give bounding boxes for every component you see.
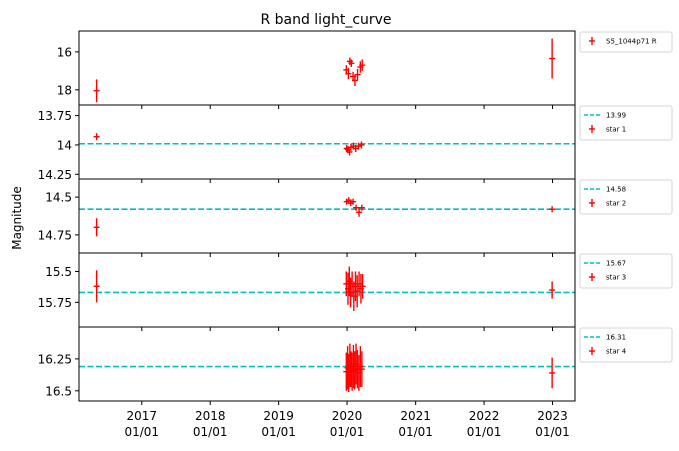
x-tick-label: 01/01: [124, 425, 159, 439]
legend-box: [579, 31, 673, 53]
data-point: [358, 204, 365, 211]
panel-frame: [78, 326, 576, 402]
data-point: [359, 59, 366, 71]
data-point: [549, 38, 556, 79]
legend: 16.31 star 4: [579, 327, 673, 363]
x-tick-label: 2019: [263, 409, 294, 423]
data-point: [355, 142, 362, 150]
y-tick-label: 16.5: [45, 384, 72, 398]
legend-label: star 3: [606, 274, 626, 282]
panel-1: 16 18 S5_1044p71 R: [57, 30, 673, 109]
panel-data: [79, 343, 575, 393]
data-point: [354, 68, 361, 81]
legend: 15.67 star 3: [579, 253, 673, 289]
y-tick-label: 16: [57, 45, 72, 59]
data-point: [549, 357, 556, 389]
panel-frame: [78, 178, 576, 254]
y-tick-label: 15.75: [38, 296, 72, 310]
y-tick-label: 18: [57, 83, 72, 97]
data-point: [93, 270, 100, 303]
panel-frame: [78, 252, 576, 328]
x-tick-label: 01/01: [467, 425, 502, 439]
y-tick-label: 14.25: [38, 168, 72, 182]
panel-data: [79, 266, 575, 311]
data-point: [549, 281, 556, 299]
x-tick-label: 2022: [469, 409, 500, 423]
data-point: [93, 79, 100, 103]
panel-3: 14.5 14.75 14.58 star 2: [38, 178, 673, 257]
x-tick-label: 01/01: [261, 425, 296, 439]
panel-data: [93, 38, 556, 103]
x-tick-label: 01/01: [330, 425, 365, 439]
legend-label: 14.58: [606, 186, 626, 194]
legend-label: star 2: [606, 200, 626, 208]
data-point: [549, 206, 556, 213]
data-point: [359, 273, 366, 299]
panel-data: [79, 197, 575, 237]
y-axis-label: Magnitude: [10, 186, 24, 250]
legend: 14.58 star 2: [579, 179, 673, 215]
legend-label: 13.99: [606, 112, 626, 120]
data-point: [358, 351, 365, 387]
legend-label: 16.31: [606, 334, 626, 342]
x-tick-label: 2023: [537, 409, 568, 423]
data-point: [348, 59, 355, 68]
legend: 13.99 star 1: [579, 105, 673, 141]
data-point: [350, 198, 357, 205]
panel-data: [79, 133, 575, 156]
y-tick-label: 13.75: [38, 109, 72, 123]
panel-4: 15.5 15.75 15.67 star 3: [38, 252, 673, 331]
data-point: [345, 68, 352, 80]
panel-frame: [78, 104, 576, 180]
y-tick-label: 16.25: [38, 352, 72, 366]
panel-2: 13.75 14 14.25 13.99 star 1: [38, 104, 673, 183]
x-tick-label: 2020: [332, 409, 363, 423]
x-tick-label: 01/01: [398, 425, 433, 439]
data-point: [356, 207, 363, 217]
y-tick-label: 15.5: [45, 265, 72, 279]
x-tick-label: 2021: [400, 409, 431, 423]
data-point: [353, 204, 360, 211]
y-tick-label: 14: [57, 138, 72, 152]
data-point: [93, 218, 100, 237]
legend-box: [579, 105, 673, 141]
y-tick-label: 14.5: [45, 191, 72, 205]
legend: S5_1044p71 R: [579, 31, 673, 53]
data-point: [358, 141, 365, 149]
panel-frame: [78, 30, 576, 106]
data-point: [346, 148, 353, 156]
legend-label: 15.67: [606, 260, 626, 268]
legend-box: [579, 327, 673, 363]
data-point: [343, 144, 350, 152]
x-tick-label: 01/01: [535, 425, 570, 439]
x-tick-label: 2018: [195, 409, 226, 423]
x-tick-label: 01/01: [193, 425, 228, 439]
x-tick-label: 2017: [127, 409, 158, 423]
legend-label: star 4: [606, 348, 627, 356]
figure-title: R band light_curve: [260, 12, 391, 28]
legend-box: [579, 253, 673, 289]
legend-label: star 1: [606, 126, 626, 134]
y-tick-label: 14.75: [38, 228, 72, 242]
panel-5: 16.25 16.5 16.31 star 4: [38, 326, 673, 405]
legend-label: S5_1044p71 R: [606, 38, 657, 46]
legend-box: [579, 179, 673, 215]
data-point: [93, 133, 100, 141]
